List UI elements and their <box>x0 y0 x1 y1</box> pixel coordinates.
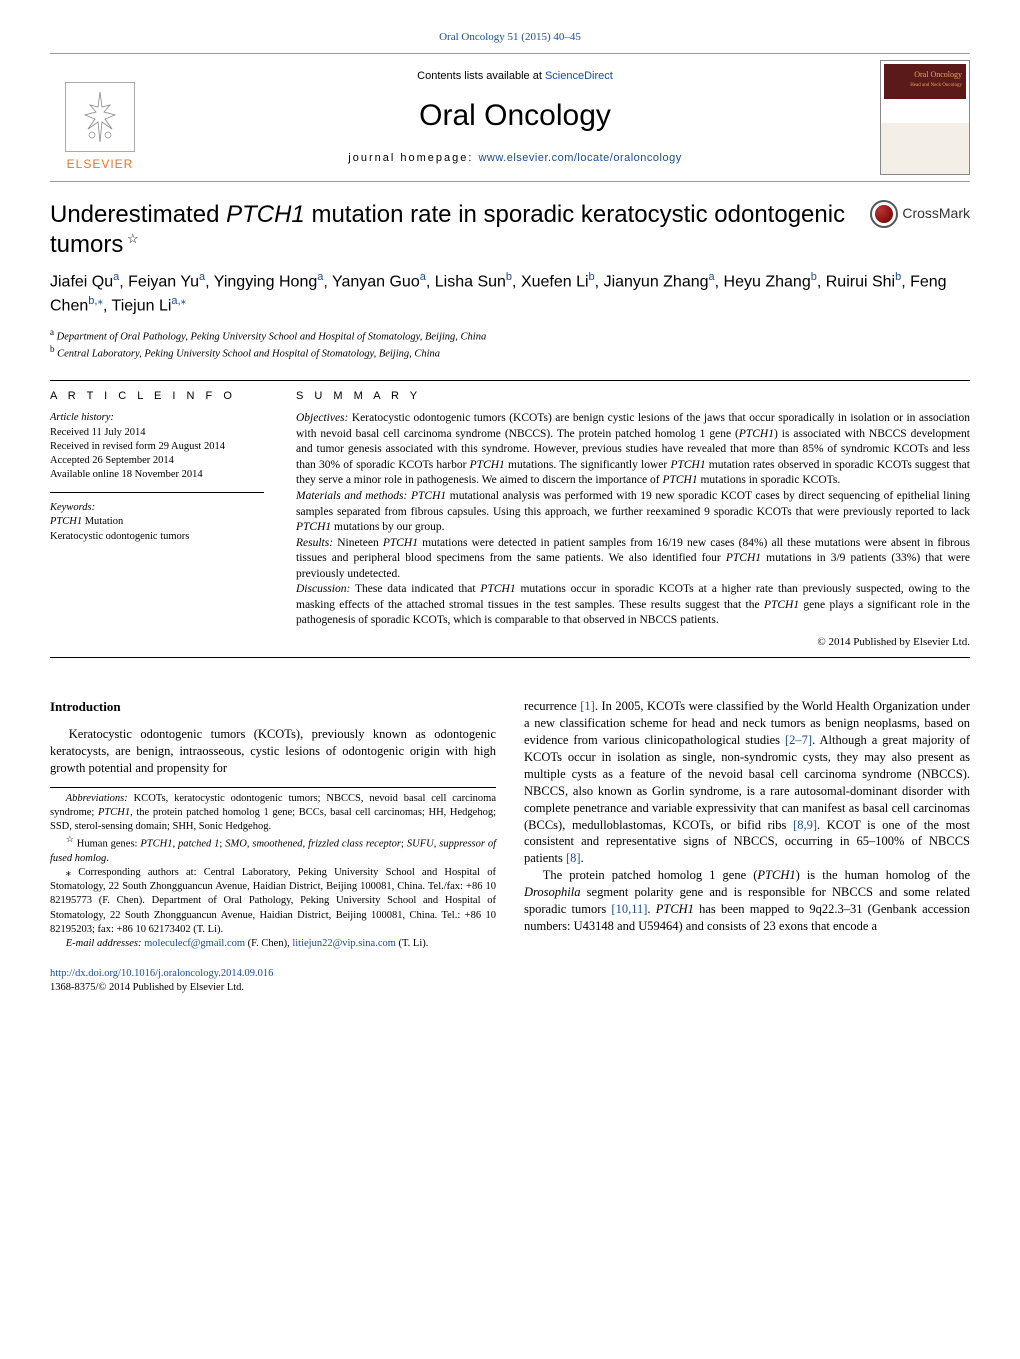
email-footnote: E-mail addresses: moleculecf@gmail.com (… <box>50 937 496 951</box>
results-text: Nineteen PTCH1 mutations were detected i… <box>296 537 970 580</box>
article-history: Article history: Received 11 July 2014 R… <box>50 411 264 493</box>
summary-heading: S U M M A R Y <box>296 389 970 404</box>
body-column-right: recurrence [1]. In 2005, KCOTs were clas… <box>524 698 970 995</box>
homepage-prefix: journal homepage: <box>348 152 478 164</box>
contents-prefix: Contents lists available at <box>417 70 545 82</box>
affiliations: a Department of Oral Pathology, Peking U… <box>50 327 970 361</box>
citation-link[interactable]: Oral Oncology 51 (2015) 40–45 <box>439 31 581 43</box>
copyright-line: © 2014 Published by Elsevier Ltd. <box>296 635 970 650</box>
history-online: Available online 18 November 2014 <box>50 469 203 480</box>
crossmark-badge[interactable]: CrossMark <box>870 200 970 228</box>
objectives-label: Objectives: <box>296 412 348 424</box>
summary-body: Objectives: Keratocystic odontogenic tum… <box>296 411 970 628</box>
article-title: Underestimated PTCH1 mutation rate in sp… <box>50 200 970 260</box>
article-info-left: A R T I C L E I N F O Article history: R… <box>50 381 280 658</box>
journal-name: Oral Oncology <box>150 96 880 137</box>
doi-block: http://dx.doi.org/10.1016/j.oraloncology… <box>50 967 496 995</box>
elsevier-tree-icon <box>65 82 135 152</box>
introduction-heading: Introduction <box>50 698 496 716</box>
doi-line2: 1368-8375/© 2014 Published by Elsevier L… <box>50 982 244 993</box>
star-symbol: ☆ <box>66 834 74 844</box>
history-label: Article history: <box>50 412 114 423</box>
crossmark-icon <box>870 200 898 228</box>
affiliation-a: a Department of Oral Pathology, Peking U… <box>50 327 970 344</box>
cover-title-text: Oral Oncology <box>888 70 962 81</box>
methods-label: Materials and methods: <box>296 490 407 502</box>
footnotes: Abbreviations: KCOTs, keratocystic odont… <box>50 787 496 951</box>
article-info-heading: A R T I C L E I N F O <box>50 389 264 404</box>
history-revised: Received in revised form 29 August 2014 <box>50 441 225 452</box>
sciencedirect-link[interactable]: ScienceDirect <box>545 70 613 82</box>
authors-list: Jiafei Qua, Feiyan Yua, Yingying Honga, … <box>50 270 970 317</box>
keyword-0: PTCH1 <box>50 516 82 527</box>
keyword-2: Keratocystic odontogenic tumors <box>50 531 189 542</box>
email-link-1[interactable]: moleculecf@gmail.com <box>144 938 245 949</box>
body-column-left: Introduction Keratocystic odontogenic tu… <box>50 698 496 995</box>
history-received: Received 11 July 2014 <box>50 427 146 438</box>
cover-title: Oral Oncology Head and Neck Oncology <box>884 64 966 100</box>
keyword-1: Mutation <box>85 516 124 527</box>
doi-link[interactable]: http://dx.doi.org/10.1016/j.oraloncology… <box>50 968 273 979</box>
article-info-grid: A R T I C L E I N F O Article history: R… <box>50 380 970 659</box>
intro-paragraph-3: The protein patched homolog 1 gene (PTCH… <box>524 867 970 935</box>
crossmark-label: CrossMark <box>902 204 970 223</box>
corr-text: Corresponding authors at: Central Labora… <box>50 867 496 935</box>
title-star: ☆ <box>123 231 138 246</box>
corresponding-footnote: ⁎ Corresponding authors at: Central Labo… <box>50 866 496 937</box>
elsevier-logo: ELSEVIER <box>50 62 150 172</box>
affiliation-a-text: Department of Oral Pathology, Peking Uni… <box>57 332 487 343</box>
email1-paren: (F. Chen), <box>245 938 292 949</box>
email-label: E-mail addresses: <box>66 938 142 949</box>
title-pre: Underestimated <box>50 201 226 228</box>
contents-available-line: Contents lists available at ScienceDirec… <box>150 69 880 84</box>
affiliation-b-text: Central Laboratory, Peking University Sc… <box>57 349 440 360</box>
body-columns: Introduction Keratocystic odontogenic tu… <box>50 698 970 995</box>
banner-center: Contents lists available at ScienceDirec… <box>150 69 880 165</box>
keywords-block: Keywords: PTCH1 Mutation Keratocystic od… <box>50 501 264 544</box>
objectives-text: Keratocystic odontogenic tumors (KCOTs) … <box>296 412 970 486</box>
history-accepted: Accepted 26 September 2014 <box>50 455 174 466</box>
discussion-text: These data indicated that PTCH1 mutation… <box>296 583 970 626</box>
affiliation-b: b Central Laboratory, Peking University … <box>50 344 970 361</box>
elsevier-text: ELSEVIER <box>67 156 134 172</box>
summary-right: S U M M A R Y Objectives: Keratocystic o… <box>280 381 970 658</box>
keywords-label: Keywords: <box>50 501 264 515</box>
title-ital: PTCH1 <box>226 201 305 228</box>
citation-header: Oral Oncology 51 (2015) 40–45 <box>50 30 970 45</box>
email2-paren: (T. Li). <box>396 938 428 949</box>
homepage-line: journal homepage: www.elsevier.com/locat… <box>150 151 880 166</box>
article-title-block: Underestimated PTCH1 mutation rate in sp… <box>50 200 970 260</box>
cover-image-area <box>884 99 966 170</box>
journal-cover-thumbnail: Oral Oncology Head and Neck Oncology <box>880 60 970 175</box>
email-link-2[interactable]: litiejun22@vip.sina.com <box>292 938 396 949</box>
discussion-label: Discussion: <box>296 583 350 595</box>
journal-banner: ELSEVIER Contents lists available at Sci… <box>50 53 970 182</box>
intro-paragraph-2: recurrence [1]. In 2005, KCOTs were clas… <box>524 698 970 867</box>
intro-paragraph-1: Keratocystic odontogenic tumors (KCOTs),… <box>50 726 496 777</box>
abbreviations-footnote: Abbreviations: KCOTs, keratocystic odont… <box>50 792 496 835</box>
abbrev-label: Abbreviations: <box>66 793 128 804</box>
star-text: Human genes: PTCH1, patched 1; SMO, smoo… <box>50 839 496 864</box>
results-label: Results: <box>296 537 333 549</box>
humangenes-footnote: ☆ Human genes: PTCH1, patched 1; SMO, sm… <box>50 834 496 866</box>
cover-subtitle: Head and Neck Oncology <box>888 83 962 90</box>
homepage-link[interactable]: www.elsevier.com/locate/oraloncology <box>478 152 681 164</box>
